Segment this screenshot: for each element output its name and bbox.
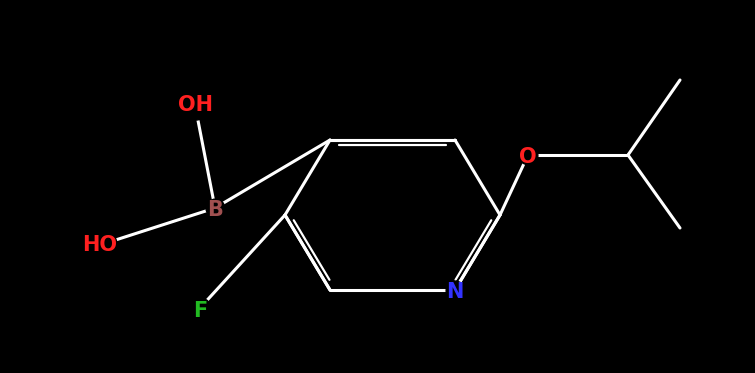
- Text: N: N: [446, 282, 464, 302]
- Text: F: F: [193, 301, 207, 321]
- Text: O: O: [519, 147, 537, 167]
- Text: B: B: [207, 200, 223, 220]
- Text: HO: HO: [82, 235, 118, 255]
- Text: OH: OH: [177, 95, 212, 115]
